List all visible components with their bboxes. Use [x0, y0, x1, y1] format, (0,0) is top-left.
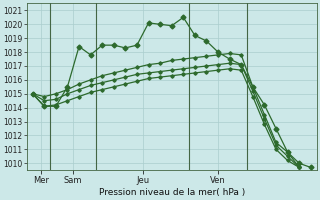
X-axis label: Pression niveau de la mer( hPa ): Pression niveau de la mer( hPa )	[99, 188, 245, 197]
